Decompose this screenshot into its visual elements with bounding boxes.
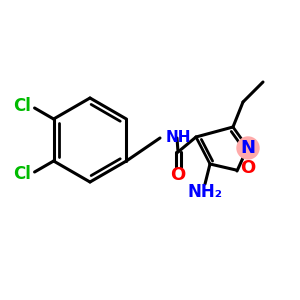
Text: N: N	[241, 139, 256, 157]
Text: Cl: Cl	[13, 97, 31, 115]
Text: NH: NH	[166, 130, 191, 146]
Text: O: O	[240, 159, 255, 177]
Text: NH₂: NH₂	[188, 183, 223, 201]
Text: Cl: Cl	[13, 165, 31, 183]
Text: O: O	[170, 166, 186, 184]
Circle shape	[237, 137, 259, 159]
